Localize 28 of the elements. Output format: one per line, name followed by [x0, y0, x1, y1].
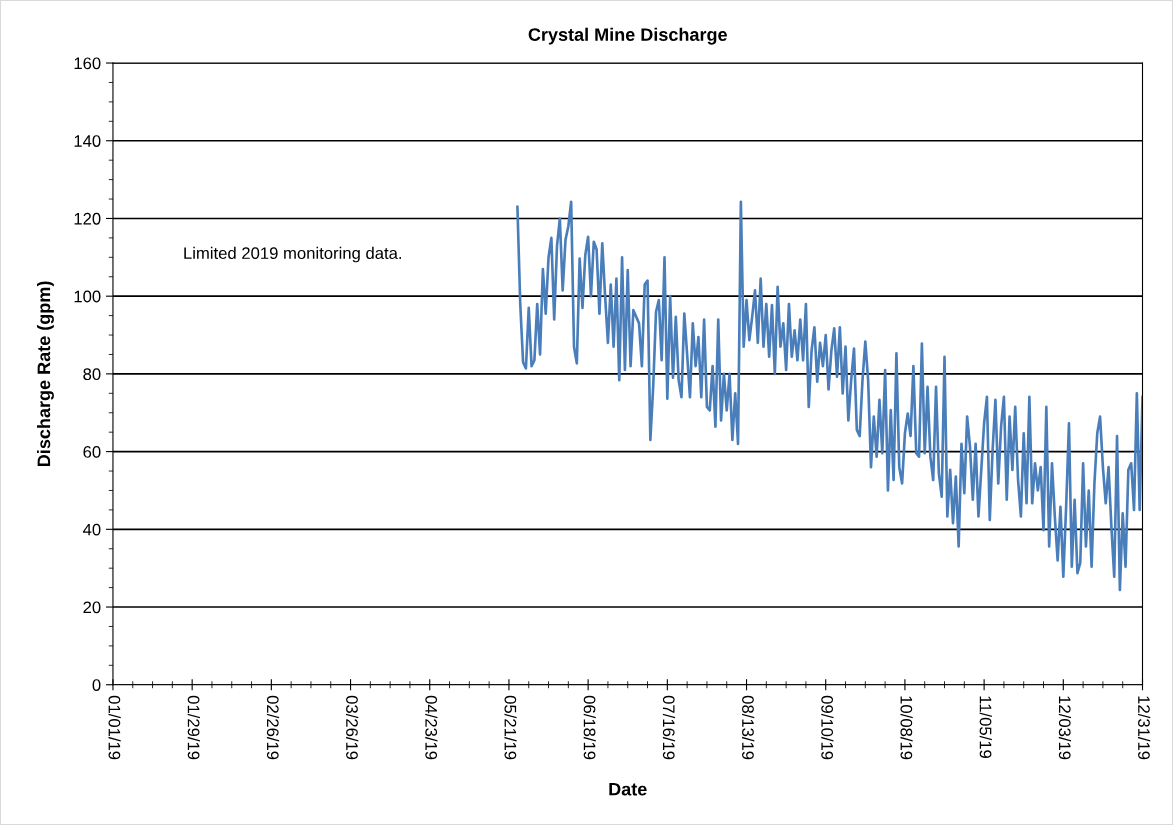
x-tick-label: 11/05/19: [979, 696, 992, 759]
y-tick-label: 0: [92, 679, 101, 691]
x-tick-label: 07/16/19: [662, 695, 676, 760]
y-axis-title: Discharge Rate (gpm): [37, 281, 54, 466]
y-tick-label: 40: [83, 523, 101, 536]
y-tick-label: 20: [83, 601, 101, 614]
x-tick-label: 02/26/19: [266, 695, 280, 760]
x-tick-label: 06/18/19: [583, 695, 596, 760]
x-tick-label: 01/29/19: [187, 695, 200, 760]
x-tick-label: 10/08/19: [900, 696, 913, 760]
x-tick-label: 08/13/19: [742, 695, 755, 760]
y-tick-label: 100: [74, 290, 101, 303]
y-tick-label: 140: [74, 135, 101, 147]
annotation: Limited 2019 monitoring data.: [184, 246, 402, 263]
y-tick-label: 160: [74, 57, 101, 70]
x-tick-label: 12/31/19: [1138, 696, 1151, 760]
y-tick-label: 80: [83, 368, 101, 381]
x-axis-title: Date: [609, 782, 647, 796]
y-tick-label: 60: [83, 446, 101, 458]
chart-title: Crystal Mine Discharge: [528, 27, 727, 45]
y-tick-label: 120: [74, 212, 101, 225]
x-tick-label: 12/03/19: [1058, 696, 1072, 760]
x-tick-label: 03/26/19: [346, 695, 359, 760]
x-tick-label: 05/21/19: [504, 695, 517, 760]
line-series: [516, 200, 1143, 592]
x-tick-label: 01/01/19: [108, 695, 121, 760]
x-tick-label: 04/23/19: [425, 695, 438, 760]
x-tick-label: 09/10/19: [821, 695, 834, 760]
